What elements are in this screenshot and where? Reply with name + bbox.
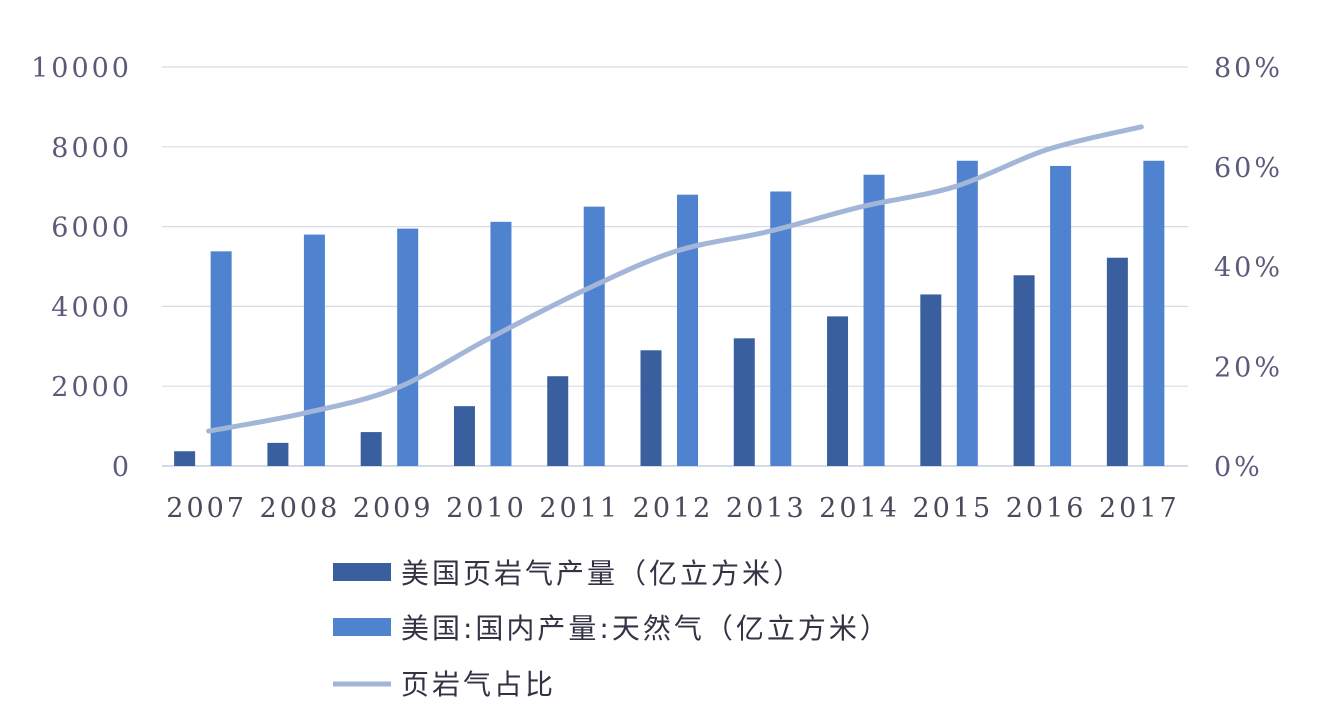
x-tick-label: 2009 [353,493,434,524]
bar-shale-gas-2011 [547,376,569,466]
x-tick-label: 2017 [1099,493,1180,524]
x-tick-label: 2007 [166,493,247,524]
bar-natural-gas-2012 [677,194,698,466]
x-tick-label: 2016 [1006,493,1087,524]
bar-shale-gas-2007 [174,451,196,466]
x-tick-label: 2008 [260,493,341,524]
y-axis-left: 0 2000 4000 6000 8000 10000 [31,53,132,483]
legend-label-0: 美国页岩气产量（亿立方米） [401,557,804,590]
legend-swatch-0 [333,563,391,581]
bar-natural-gas-2017 [1143,160,1165,466]
bar-natural-gas-2009 [397,228,419,466]
x-tick-label: 2014 [819,493,900,524]
bar-natural-gas-2011 [583,206,605,466]
bar-natural-gas-2016 [1050,165,1072,466]
y-left-tick-label: 8000 [51,133,132,164]
bar-shale-gas-2017 [1106,257,1128,466]
x-tick-label: 2012 [633,493,714,524]
bar-shale-gas-2015 [920,294,942,466]
bar-shale-gas-2008 [267,442,289,466]
y-left-tick-label: 2000 [51,372,132,403]
x-tick-label: 2015 [912,493,993,524]
y-right-tick-label: 20% [1214,352,1283,383]
bar-shale-gas-2009 [360,432,382,466]
legend: 美国页岩气产量（亿立方米） 美国:国内产量:天然气（亿立方米） 页岩气占比 [333,557,891,701]
bar-natural-gas-2015 [956,160,978,466]
legend-swatch-1 [333,618,391,636]
bar-shale-gas-2010 [453,406,475,466]
bar-shale-gas-2016 [1013,275,1035,466]
x-axis: 2007 2008 2009 2010 2011 2012 2013 2014 2015 2016… [166,493,1180,524]
x-tick-label: 2013 [726,493,807,524]
y-left-tick-label: 6000 [51,213,132,244]
y-left-tick-label: 0 [112,452,132,483]
line-series [206,124,1144,434]
line-shale-share [206,124,1144,434]
bar-natural-gas-2014 [863,174,885,467]
x-tick-label: 2011 [539,493,620,524]
y-right-tick-label: 80% [1214,53,1283,84]
bar-natural-gas-2010 [490,221,512,466]
y-right-tick-label: 40% [1214,253,1283,284]
y-left-tick-label: 4000 [51,292,132,323]
legend-label-2: 页岩气占比 [401,668,556,701]
bar-shale-gas-2014 [827,316,849,466]
bar-shale-gas-2013 [733,338,755,466]
bar-natural-gas-2008 [303,234,325,466]
bar-natural-gas-2013 [770,191,792,466]
bar-shale-gas-2012 [640,350,662,466]
bar-series [174,160,1165,467]
y-right-tick-label: 0% [1214,452,1263,483]
legend-label-1: 美国:国内产量:天然气（亿立方米） [401,612,891,645]
y-axis-right: 0% 20% 40% 60% 80% [1214,53,1283,483]
bar-natural-gas-2007 [210,251,232,466]
y-right-tick-label: 60% [1214,153,1283,184]
y-left-tick-label: 10000 [31,53,132,84]
x-tick-label: 2010 [446,493,527,524]
